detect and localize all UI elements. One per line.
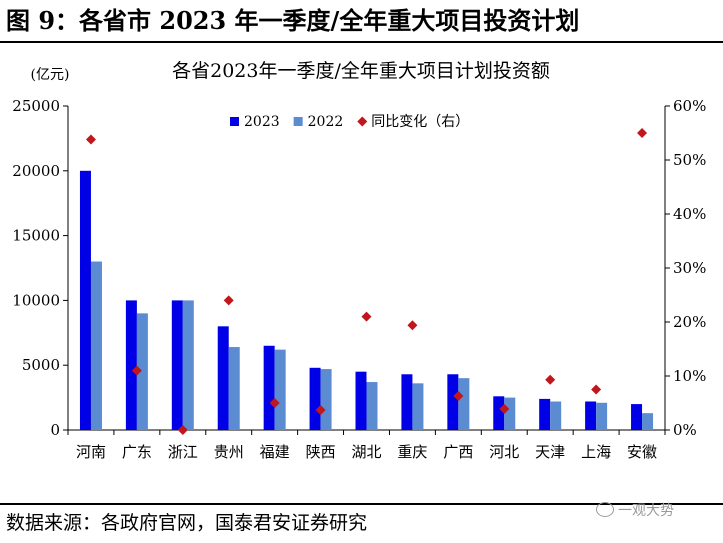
bar-2022-湖北 bbox=[366, 382, 378, 430]
yoy-point-湖北 bbox=[361, 311, 372, 322]
category-label: 安徽 bbox=[627, 443, 657, 461]
left-tick-label: 25000 bbox=[12, 97, 60, 115]
bar-2023-湖北 bbox=[355, 371, 367, 430]
bar-2022-广东 bbox=[136, 313, 148, 430]
bar-2023-安徽 bbox=[631, 404, 643, 430]
bar-2022-安徽 bbox=[642, 413, 654, 430]
yoy-point-河南 bbox=[85, 134, 96, 145]
yoy-point-上海 bbox=[591, 384, 602, 395]
yoy-points bbox=[85, 128, 648, 435]
category-label: 天津 bbox=[535, 443, 565, 461]
bar-2022-贵州 bbox=[228, 347, 240, 430]
watermark-text: 一观大势 bbox=[618, 503, 674, 519]
bar-2023-浙江 bbox=[171, 300, 183, 430]
right-axis-ticks: 0% 10% 20% 30% 40% 50% 60% bbox=[665, 97, 706, 439]
yoy-point-广西 bbox=[453, 390, 464, 401]
left-tick-label: 15000 bbox=[12, 227, 60, 245]
category-label: 陕西 bbox=[306, 443, 336, 461]
right-tick-label: 30% bbox=[673, 259, 706, 277]
watermark: 一观大势 bbox=[596, 500, 674, 522]
bar-2023-天津 bbox=[539, 398, 551, 430]
legend-label: 同比变化（右） bbox=[371, 114, 469, 130]
bar-2023-河北 bbox=[493, 396, 505, 430]
bar-2022-福建 bbox=[274, 349, 286, 430]
category-label: 上海 bbox=[581, 443, 611, 461]
category-label: 湖北 bbox=[351, 443, 381, 461]
yoy-point-福建 bbox=[269, 398, 280, 408]
right-tick-label: 20% bbox=[673, 313, 706, 331]
bar-2023-贵州 bbox=[217, 326, 229, 430]
bar-2023-广东 bbox=[125, 300, 137, 430]
yoy-point-安徽 bbox=[637, 128, 648, 138]
right-tick-label: 60% bbox=[673, 97, 706, 115]
figure-title: 图 9：各省市 2023 年一季度/全年重大项目投资计划 bbox=[6, 6, 580, 35]
legend-label: 2023 bbox=[244, 114, 280, 130]
bar-2022-上海 bbox=[596, 402, 608, 430]
bar-2022-陕西 bbox=[320, 369, 332, 430]
yoy-point-贵州 bbox=[223, 295, 234, 306]
category-label: 河北 bbox=[489, 443, 519, 461]
yoy-point-重庆 bbox=[407, 320, 418, 331]
category-label: 河南 bbox=[76, 443, 106, 461]
category-label: 重庆 bbox=[397, 443, 427, 461]
legend-label: 2022 bbox=[308, 114, 344, 130]
bar-2022-河南 bbox=[90, 261, 102, 430]
category-label: 广西 bbox=[443, 443, 473, 461]
left-axis-ticks: 0 5000 10000 15000 20000 25000 bbox=[12, 97, 68, 439]
legend-swatch-yoy bbox=[357, 116, 368, 127]
category-label: 浙江 bbox=[168, 443, 198, 461]
bar-2022-浙江 bbox=[182, 300, 194, 430]
bar-2023-上海 bbox=[585, 401, 597, 430]
legend-swatch-2022 bbox=[293, 117, 303, 126]
bar-2023-重庆 bbox=[401, 374, 413, 430]
bar-2023-福建 bbox=[263, 345, 275, 430]
bar-2023-广西 bbox=[447, 374, 459, 430]
right-tick-label: 0% bbox=[673, 421, 697, 439]
bars bbox=[79, 170, 654, 431]
bar-2022-广西 bbox=[458, 378, 470, 430]
yoy-point-河北 bbox=[499, 403, 510, 414]
bar-2023-陕西 bbox=[309, 367, 321, 430]
category-label: 广东 bbox=[122, 443, 152, 461]
bar-2022-重庆 bbox=[412, 383, 424, 430]
bar-2022-河北 bbox=[504, 397, 516, 430]
bar-chart: 各省2023年一季度/全年重大项目计划投资额 (亿元) 2023 2022 同比变化… bbox=[12, 60, 706, 461]
category-labels: 河南 广东 浙江 贵州 福建 陕西 湖北 重庆 广西 河北 天津 上海 安徽 bbox=[76, 443, 657, 461]
wechat-icon bbox=[596, 502, 614, 517]
category-label: 贵州 bbox=[214, 443, 244, 461]
chart-title: 各省2023年一季度/全年重大项目计划投资额 bbox=[172, 60, 550, 82]
left-tick-label: 10000 bbox=[12, 291, 60, 309]
source-note: 数据来源：各政府官网，国泰君安证券研究 bbox=[6, 512, 368, 534]
bottom-rule bbox=[0, 503, 723, 505]
right-tick-label: 50% bbox=[673, 151, 706, 169]
bar-2023-河南 bbox=[79, 170, 91, 431]
right-tick-label: 10% bbox=[673, 367, 706, 385]
bar-2022-天津 bbox=[550, 401, 562, 430]
yoy-point-广东 bbox=[131, 365, 142, 376]
yoy-point-浙江 bbox=[177, 425, 188, 435]
category-label: 福建 bbox=[260, 443, 290, 461]
y-axis-unit-label: (亿元) bbox=[31, 67, 70, 83]
left-tick-label: 0 bbox=[50, 421, 60, 439]
legend: 2023 2022 同比变化（右） bbox=[230, 114, 469, 130]
yoy-point-天津 bbox=[545, 374, 556, 385]
right-tick-label: 40% bbox=[673, 205, 706, 223]
left-tick-label: 5000 bbox=[22, 356, 60, 374]
legend-swatch-2023 bbox=[230, 117, 239, 126]
yoy-point-陕西 bbox=[315, 405, 326, 416]
top-rule bbox=[0, 41, 723, 43]
left-tick-label: 20000 bbox=[12, 162, 60, 180]
